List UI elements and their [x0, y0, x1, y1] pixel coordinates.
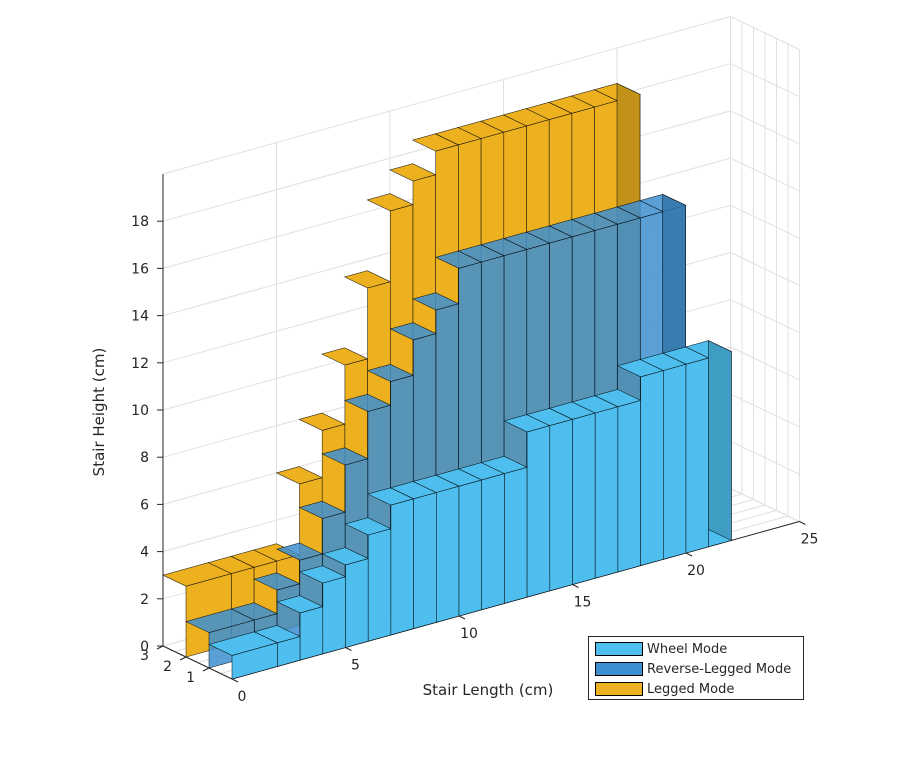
bar-front-wheel-mode — [685, 357, 710, 554]
x-tick-label: 5 — [351, 658, 360, 674]
bar-top-reverse-legged-mode — [389, 322, 437, 341]
bar-top-legged-mode — [252, 543, 301, 562]
bar-front-wheel-mode — [299, 606, 324, 661]
x-tick-mark — [345, 647, 352, 651]
bar-top-legged-mode — [275, 466, 324, 485]
z-tick-label: 14 — [131, 309, 149, 325]
grid-side-line — [730, 299, 800, 334]
grid-side-line — [730, 346, 800, 381]
z-tick-label: 2 — [140, 592, 149, 608]
bar-top-wheel-mode — [298, 565, 347, 584]
x-axis-label: Stair Length (cm) — [423, 681, 554, 699]
bar-side-wheel-mode — [708, 340, 732, 541]
z-tick-label: 0 — [140, 639, 149, 655]
bar-top-reverse-legged-mode — [230, 602, 278, 621]
z-tick-label: 16 — [131, 261, 149, 277]
z-tick-label: 12 — [131, 356, 149, 372]
bar-top-reverse-legged-mode — [298, 500, 347, 519]
bar-top-wheel-mode — [344, 517, 392, 536]
legend-label-reverse-legged: Reverse-Legged Mode — [647, 661, 792, 677]
x-tick-mark — [458, 615, 466, 620]
z-tick-label: 6 — [140, 497, 149, 513]
bar-top-reverse-legged-mode — [366, 363, 415, 382]
x-tick-mark — [231, 678, 239, 683]
grid-side-line — [730, 16, 800, 50]
bar-top-wheel-mode — [321, 547, 370, 566]
depth-tick-mark — [156, 645, 164, 650]
bar-top-legged-mode — [298, 412, 346, 431]
bar-top-wheel-mode — [276, 595, 324, 614]
bar-top-reverse-legged-mode — [412, 292, 460, 311]
bar-top-wheel-mode — [480, 455, 528, 474]
legend-item-reverse-legged: Reverse-Legged Mode — [595, 659, 791, 679]
bar-top-legged-mode — [343, 270, 392, 289]
bar-front-wheel-mode — [594, 406, 619, 579]
bar-top-legged-mode — [321, 347, 369, 366]
z-axis-label: Stair Height (cm) — [90, 348, 108, 477]
bar-front-wheel-mode — [662, 363, 687, 560]
x-tick-label: 15 — [574, 595, 592, 611]
bar-top-reverse-legged-mode — [344, 393, 392, 412]
x-tick-mark — [685, 552, 693, 557]
x-tick-label: 0 — [238, 689, 247, 705]
bar-top-legged-mode — [366, 193, 414, 212]
grid-side-line — [730, 252, 800, 286]
bar-front-wheel-mode — [526, 425, 551, 598]
bar-front-wheel-mode — [640, 370, 664, 566]
bar-front-wheel-mode — [322, 576, 346, 655]
grid-side-line — [730, 393, 800, 428]
bar-front-wheel-mode — [504, 466, 528, 604]
legend-label-wheel: Wheel Mode — [647, 641, 728, 657]
grid-side-line — [730, 440, 800, 475]
legend-label-legged: Legged Mode — [647, 681, 735, 697]
grid-side-line — [730, 488, 800, 522]
bar-front-wheel-mode — [413, 492, 437, 629]
grid-side-line — [730, 157, 800, 192]
legend-swatch-reverse-legged — [595, 662, 643, 676]
bar-front-wheel-mode — [549, 418, 573, 592]
depth-axis-line — [162, 645, 233, 680]
x-tick-label: 20 — [687, 563, 705, 579]
legend: Wheel Mode Reverse-Legged Mode Legged Mo… — [588, 636, 804, 700]
bar-front-wheel-mode — [481, 473, 505, 611]
bar-front-wheel-mode — [390, 498, 414, 636]
bar-top-reverse-legged-mode — [253, 572, 301, 591]
bar-top-wheel-mode — [594, 389, 642, 408]
x-tick-mark — [799, 521, 806, 525]
grid-side-line — [730, 110, 800, 145]
x-tick-mark — [572, 584, 579, 588]
legend-item-wheel: Wheel Mode — [595, 639, 727, 659]
bar-top-legged-mode — [389, 163, 437, 182]
z-tick-label: 4 — [140, 545, 149, 561]
depth-tick-label: 2 — [163, 659, 172, 675]
bar-top-reverse-legged-mode — [275, 542, 324, 561]
depth-tick-label: 3 — [140, 648, 149, 664]
bar-front-wheel-mode — [345, 558, 369, 648]
grid-side-line — [730, 204, 800, 239]
bar-top-reverse-legged-mode — [321, 447, 369, 466]
depth-tick-mark — [179, 656, 187, 661]
legend-swatch-wheel — [595, 642, 643, 656]
bar-front-wheel-mode — [617, 400, 641, 573]
grid-side-line — [730, 63, 800, 98]
z-tick-label: 8 — [140, 450, 149, 466]
legend-swatch-legged — [595, 682, 643, 696]
bar-front-wheel-mode — [458, 479, 483, 617]
z-tick-label: 18 — [131, 214, 149, 230]
legend-item-legged: Legged Mode — [595, 679, 734, 699]
depth-tick-label: 1 — [186, 670, 195, 686]
bar-front-wheel-mode — [367, 528, 392, 642]
bar-front-wheel-mode — [435, 485, 460, 623]
x-tick-label: 25 — [801, 532, 819, 548]
z-tick-label: 10 — [131, 403, 149, 419]
x-tick-label: 10 — [460, 626, 478, 642]
depth-tick-mark — [202, 667, 210, 672]
grid-back-line — [162, 16, 731, 175]
bar-top-wheel-mode — [253, 625, 301, 644]
bar-front-wheel-mode — [572, 412, 596, 585]
